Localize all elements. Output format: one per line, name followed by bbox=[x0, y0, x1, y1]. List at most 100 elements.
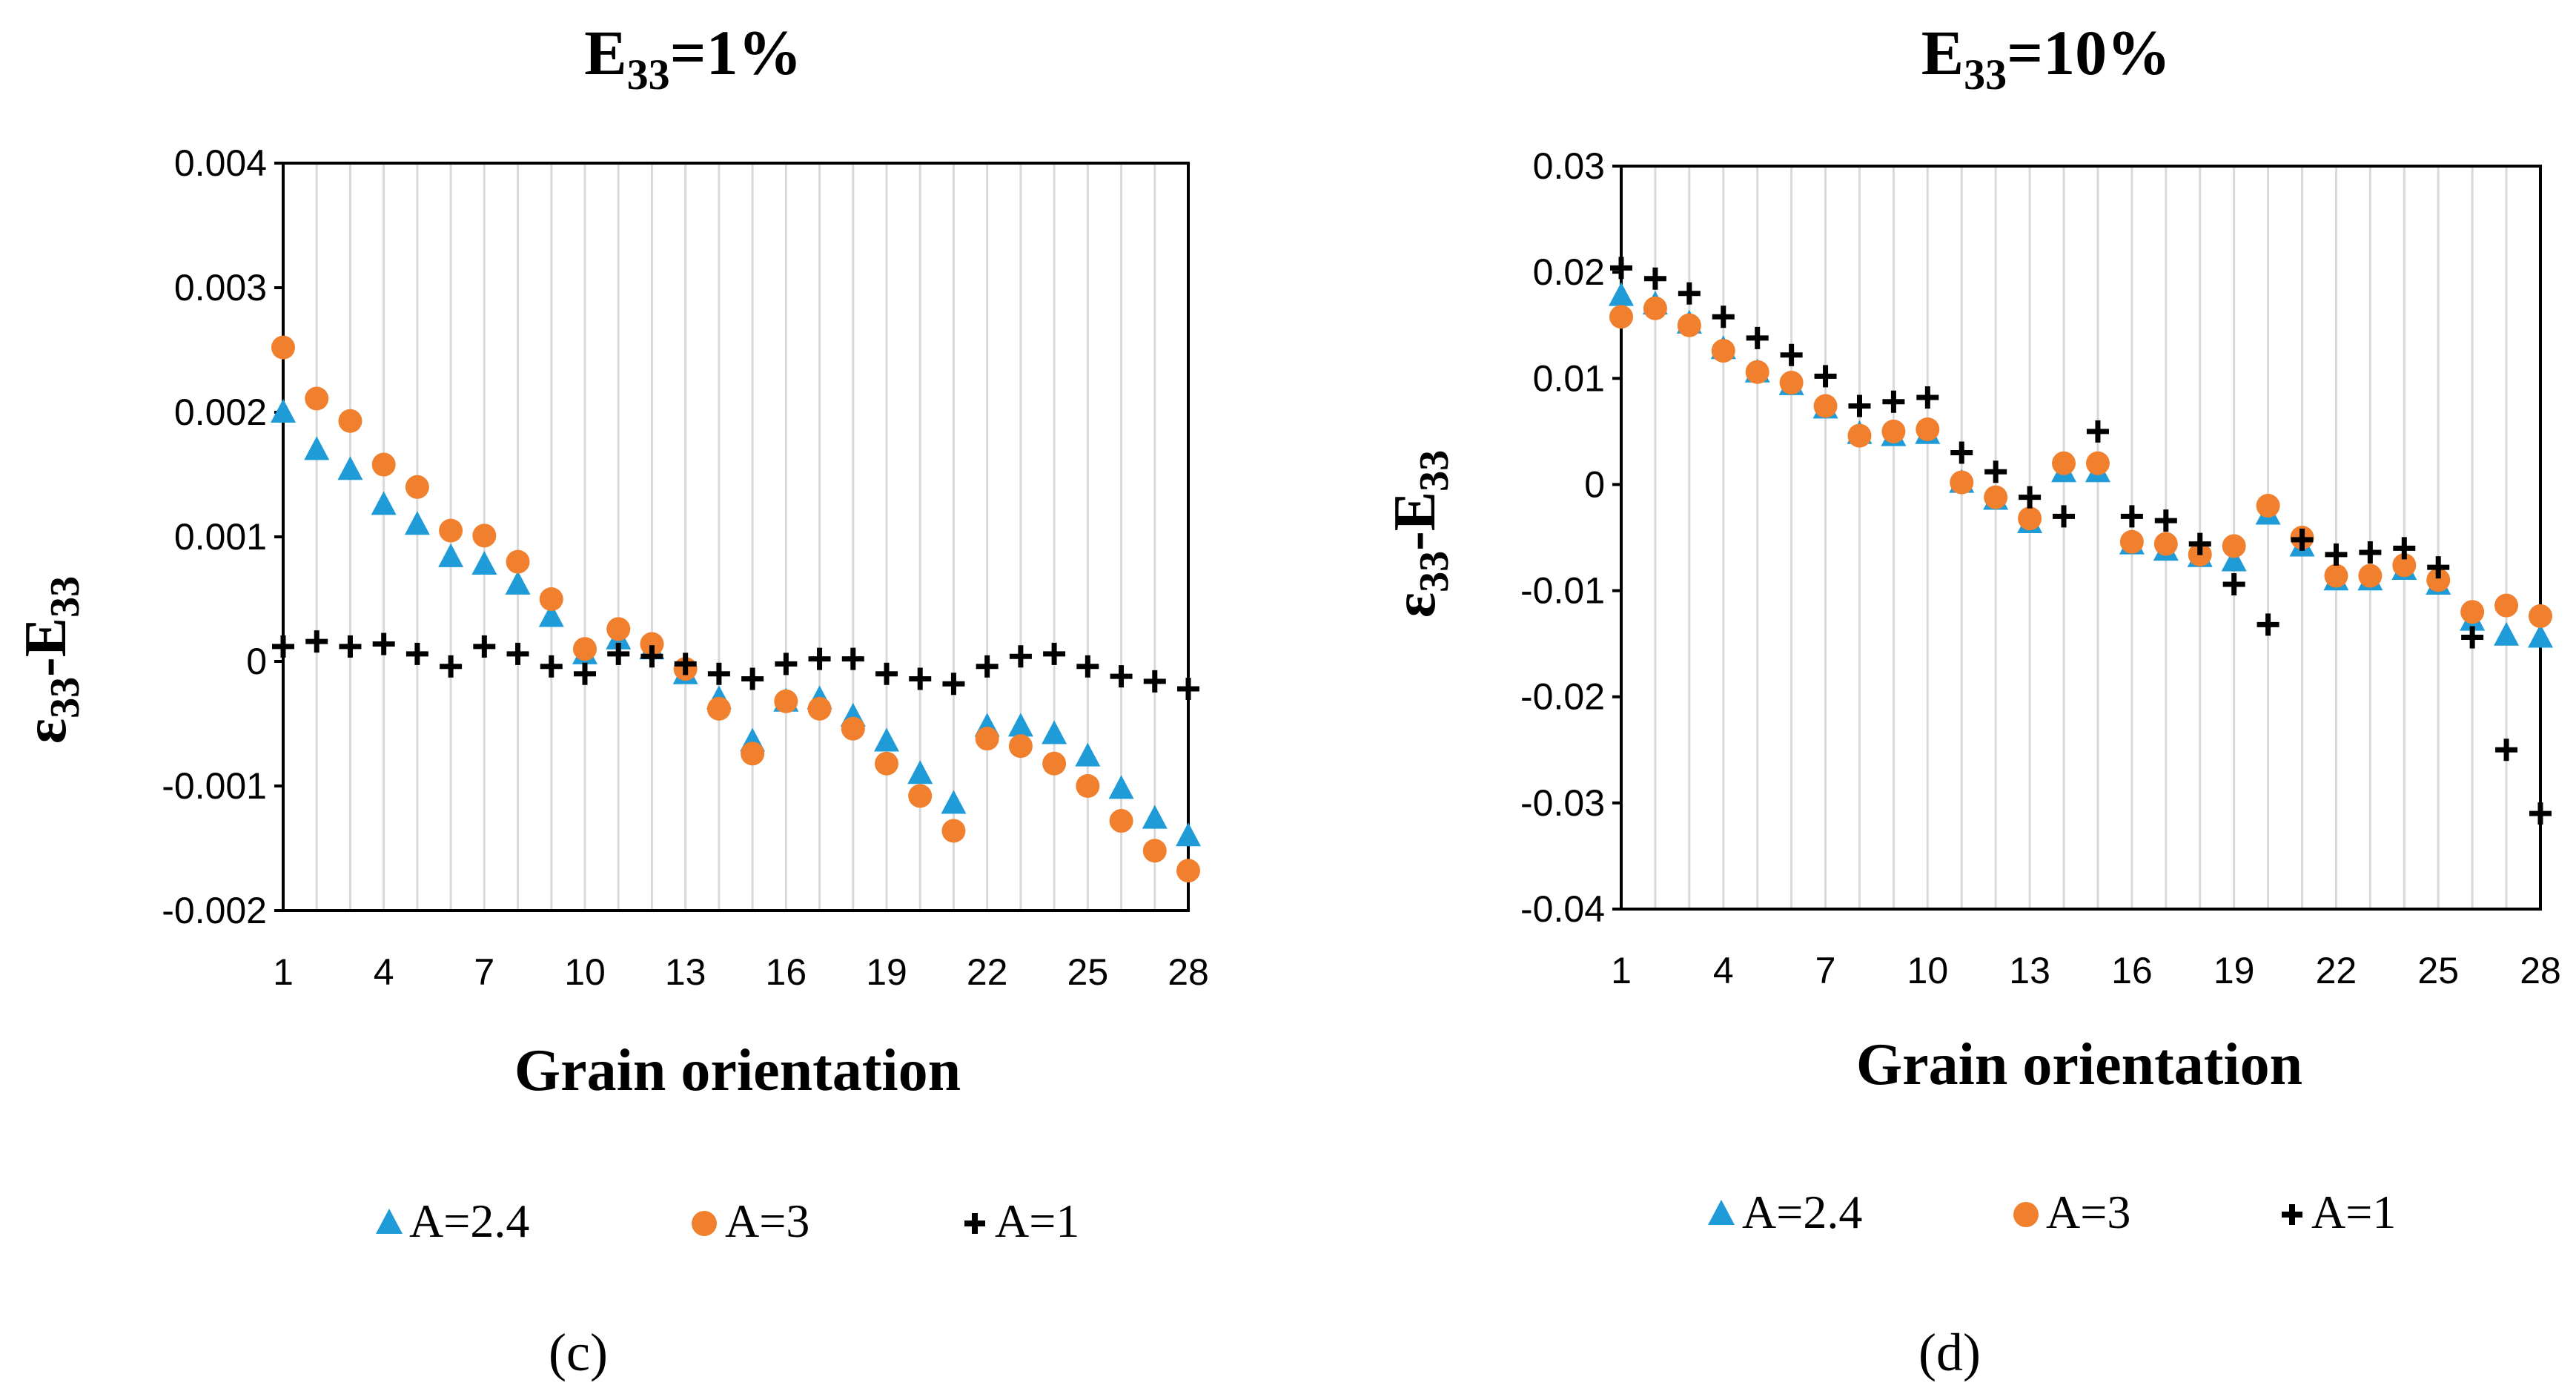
point-a1 bbox=[1950, 441, 1973, 464]
point-a3 bbox=[1142, 839, 1167, 863]
point-a3 bbox=[606, 617, 631, 641]
y-tick-label: 0.004 bbox=[174, 142, 267, 184]
point-a3 bbox=[741, 741, 765, 766]
plot-frame bbox=[1620, 165, 2542, 911]
point-a24 bbox=[1042, 720, 1067, 744]
point-a1 bbox=[1746, 326, 1769, 349]
point-a3 bbox=[1008, 734, 1033, 759]
point-a1 bbox=[2019, 486, 2042, 509]
point-a1 bbox=[372, 632, 395, 655]
point-a1 bbox=[2222, 572, 2245, 595]
point-a3 bbox=[271, 335, 295, 360]
y-tick-label: 0.002 bbox=[174, 392, 267, 433]
x-tick-label: 25 bbox=[1067, 951, 1109, 993]
point-a24 bbox=[2221, 547, 2247, 572]
point-a1 bbox=[942, 673, 965, 696]
x-tick-labels: 1 4 7 10 13 16 19 22 25 28 bbox=[273, 951, 1209, 993]
chart-title: E33=1% bbox=[584, 17, 801, 99]
x-tick-label: 28 bbox=[1168, 951, 1209, 993]
point-a24 bbox=[471, 550, 497, 575]
point-a1 bbox=[2359, 541, 2382, 564]
x-tick-label: 13 bbox=[665, 951, 706, 993]
point-a24 bbox=[1142, 805, 1168, 829]
point-a3 bbox=[405, 475, 429, 499]
point-a1 bbox=[674, 653, 697, 675]
legend-item-a24: A=2.4 bbox=[1708, 1186, 1862, 1238]
point-a1 bbox=[1110, 665, 1133, 688]
x-tick-label: 19 bbox=[2214, 950, 2255, 991]
point-a3 bbox=[2052, 451, 2076, 475]
point-a3 bbox=[807, 696, 832, 721]
point-a24 bbox=[337, 456, 363, 480]
chart-title: E33=10% bbox=[1921, 17, 2171, 99]
point-a1 bbox=[1984, 460, 2007, 483]
point-a1 bbox=[1610, 257, 1632, 280]
point-a3 bbox=[573, 637, 597, 661]
point-a3 bbox=[1711, 339, 1735, 363]
legend-triangle-marker bbox=[1708, 1200, 1735, 1225]
point-a3 bbox=[1881, 419, 1906, 443]
point-a1 bbox=[1848, 394, 1871, 417]
legend-label: A=3 bbox=[2046, 1186, 2130, 1238]
point-a1 bbox=[808, 647, 831, 670]
point-a1 bbox=[2393, 537, 2416, 560]
point-a24 bbox=[2494, 621, 2520, 646]
y-tick-label: 0.003 bbox=[174, 267, 267, 308]
x-tick-label: 22 bbox=[967, 951, 1008, 993]
panel-caption: (c) bbox=[549, 1323, 608, 1382]
point-a24 bbox=[1176, 822, 1201, 847]
y-tick-label: -0.02 bbox=[1520, 676, 1605, 718]
point-a1 bbox=[875, 662, 898, 685]
x-tick-label: 16 bbox=[2111, 950, 2153, 991]
x-tick-label: 10 bbox=[564, 951, 606, 993]
point-a3 bbox=[774, 689, 798, 713]
point-a1 bbox=[272, 635, 294, 658]
x-tick-label: 1 bbox=[1611, 950, 1632, 991]
point-a1 bbox=[2154, 509, 2177, 532]
point-a3 bbox=[2392, 553, 2417, 578]
point-a1 bbox=[574, 662, 596, 685]
data-points bbox=[271, 335, 1201, 883]
point-a24 bbox=[1075, 742, 1101, 767]
y-tick-label: 0 bbox=[1584, 463, 1605, 505]
point-a3 bbox=[1643, 296, 1667, 320]
point-a1 bbox=[2053, 505, 2076, 528]
point-a24 bbox=[505, 570, 531, 595]
point-a3 bbox=[941, 819, 966, 843]
x-tick-label: 4 bbox=[1713, 950, 1734, 991]
point-a3 bbox=[1916, 417, 1940, 441]
point-a1 bbox=[440, 655, 463, 678]
point-a1 bbox=[540, 655, 563, 678]
point-a1 bbox=[741, 667, 764, 690]
point-a1 bbox=[506, 642, 529, 665]
point-a3 bbox=[439, 518, 463, 543]
x-tick-label: 7 bbox=[1815, 950, 1836, 991]
legend-label: A=3 bbox=[725, 1195, 809, 1247]
point-a1 bbox=[2086, 420, 2109, 443]
point-a3 bbox=[706, 696, 731, 721]
legend-triangle-marker bbox=[376, 1209, 403, 1234]
point-a1 bbox=[1814, 365, 1837, 388]
point-a1 bbox=[841, 647, 864, 670]
x-tick-label: 4 bbox=[374, 951, 394, 993]
point-a24 bbox=[304, 436, 330, 460]
point-a24 bbox=[1108, 775, 1134, 799]
point-a3 bbox=[1984, 485, 2008, 509]
plot-frame bbox=[282, 162, 1190, 912]
point-a3 bbox=[2529, 604, 2552, 628]
x-tick-label: 28 bbox=[2520, 950, 2561, 991]
point-a1 bbox=[607, 642, 630, 665]
legend-label: A=1 bbox=[2311, 1186, 2396, 1238]
axes bbox=[1620, 165, 2542, 911]
point-a3 bbox=[2426, 568, 2451, 592]
legend-item-a1: A=1 bbox=[2282, 1186, 2396, 1238]
legend-label: A=2.4 bbox=[409, 1195, 529, 1247]
point-a3 bbox=[908, 784, 933, 808]
point-a3 bbox=[2256, 494, 2280, 518]
x-axis-label: Grain orientation bbox=[1856, 1032, 2302, 1097]
point-a3 bbox=[506, 549, 530, 574]
x-tick-label: 10 bbox=[1907, 950, 1949, 991]
legend: A=2.4 A=3 A=1 bbox=[1708, 1186, 2396, 1238]
point-a24 bbox=[538, 603, 564, 627]
point-a3 bbox=[2085, 451, 2110, 475]
